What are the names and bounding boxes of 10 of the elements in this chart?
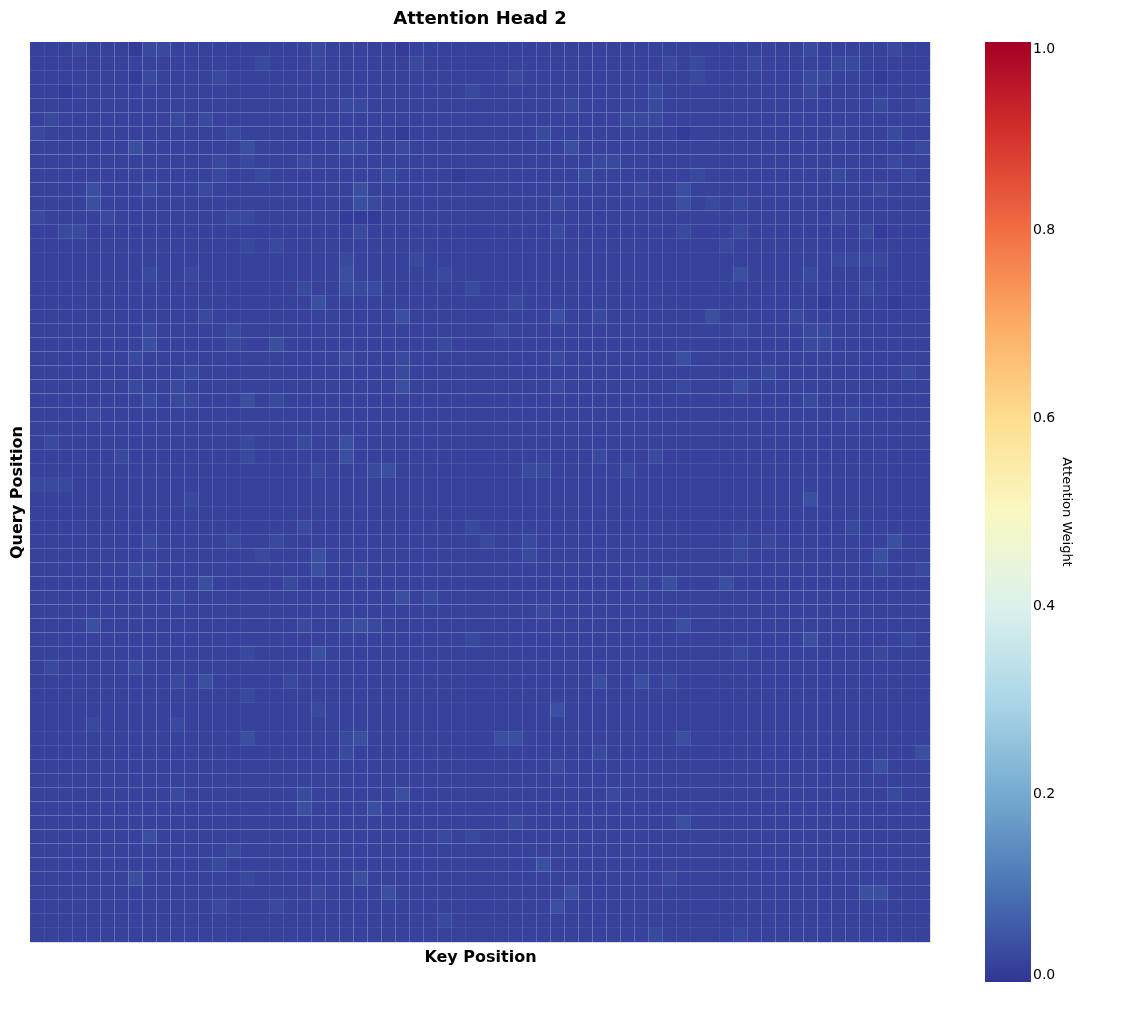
color-bar-title: Attention Weight bbox=[1060, 457, 1075, 567]
color-bar-label: 0.4 bbox=[1033, 597, 1056, 613]
color-bar-label: 0.0 bbox=[1033, 966, 1056, 982]
color-bar-label: 0.2 bbox=[1033, 785, 1056, 801]
chart-title: Attention Head 2 bbox=[393, 7, 567, 28]
x-axis-title: Key Position bbox=[424, 946, 537, 966]
color-bar-label: 0.8 bbox=[1033, 221, 1056, 237]
color-bar-label: 0.6 bbox=[1033, 409, 1056, 425]
color-bar-label: 1.0 bbox=[1033, 40, 1056, 56]
y-axis-title: Query Position bbox=[6, 426, 26, 559]
